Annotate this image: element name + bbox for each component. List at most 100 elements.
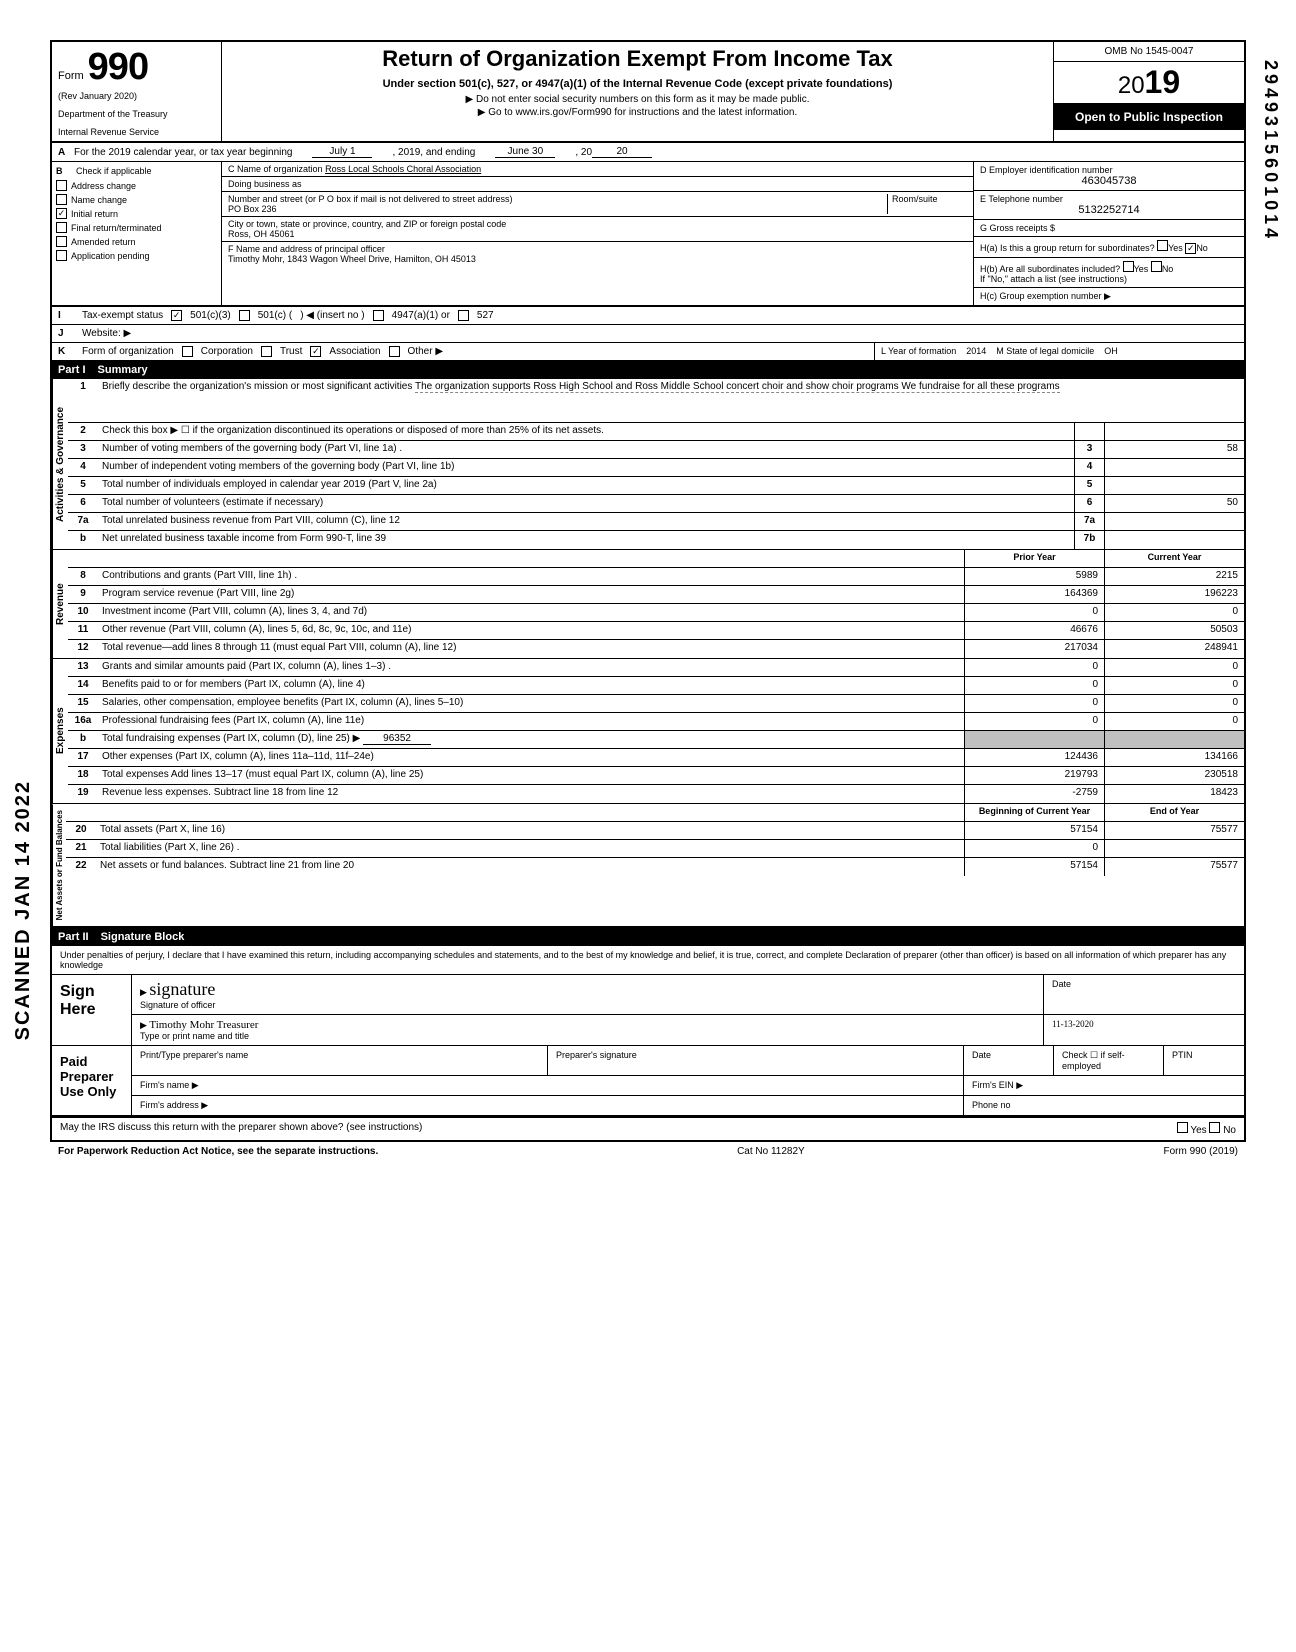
begin-year-header: Beginning of Current Year	[964, 804, 1104, 821]
chk-527[interactable]	[458, 310, 469, 321]
dba-label: Doing business as	[222, 177, 973, 192]
sign-here-label: Sign Here	[52, 975, 132, 1045]
discuss-no[interactable]	[1209, 1122, 1220, 1133]
tax-year-begin: July 1	[312, 146, 372, 158]
catalog-number: Cat No 11282Y	[737, 1146, 805, 1157]
expense-line: 17Other expenses (Part IX, column (A), l…	[68, 749, 1244, 767]
row-j: JWebsite: ▶	[50, 325, 1246, 343]
phone-label: Phone no	[964, 1096, 1244, 1115]
signature-block: Under penalties of perjury, I declare th…	[50, 946, 1246, 1117]
e-phone-label: E Telephone number	[980, 194, 1238, 204]
hb-yes[interactable]	[1123, 261, 1134, 272]
chk-501c3[interactable]: ✓	[171, 310, 182, 321]
current-year-header: Current Year	[1104, 550, 1244, 567]
form-number: 990	[88, 46, 148, 89]
firm-addr-label: Firm's address ▶	[132, 1096, 964, 1115]
g-gross-receipts: G Gross receipts $	[974, 220, 1244, 237]
chk-initial-return[interactable]: ✓Initial return	[56, 208, 217, 219]
chk-final-return[interactable]: Final return/terminated	[56, 222, 217, 233]
ha-no[interactable]: ✓	[1185, 243, 1196, 254]
expense-line: 13Grants and similar amounts paid (Part …	[68, 659, 1244, 677]
scanned-stamp: SCANNED JAN 14 2022	[12, 780, 35, 1040]
letter-a: A	[58, 147, 74, 158]
self-employed-check: Check ☐ if self-employed	[1054, 1046, 1164, 1075]
chk-address-change[interactable]: Address change	[56, 180, 217, 191]
mission-label: Briefly describe the organization's miss…	[102, 381, 412, 392]
preparer-date-label: Date	[964, 1046, 1054, 1075]
year-prefix: 20	[1118, 72, 1145, 99]
revenue-line: 8Contributions and grants (Part VIII, li…	[68, 568, 1244, 586]
f-officer-value: Timothy Mohr, 1843 Wagon Wheel Drive, Ha…	[228, 254, 967, 264]
signature-date: 11-13-2020	[1044, 1015, 1244, 1045]
preparer-sig-label: Preparer's signature	[548, 1046, 964, 1075]
row-a-mid: , 2019, and ending	[392, 147, 475, 158]
form-title: Return of Organization Exempt From Incom…	[230, 46, 1045, 72]
ha-label: H(a) Is this a group return for subordin…	[980, 243, 1155, 253]
mission-text: The organization supports Ross High Scho…	[415, 381, 1060, 393]
chk-name-change[interactable]: Name change	[56, 194, 217, 205]
summary-block: Activities & Governance 1 Briefly descri…	[50, 379, 1246, 928]
revenue-line: 10Investment income (Part VIII, column (…	[68, 604, 1244, 622]
instructions-link: ▶ Go to www.irs.gov/Form990 for instruct…	[230, 107, 1045, 118]
revenue-line: 11Other revenue (Part VIII, column (A), …	[68, 622, 1244, 640]
city-value: Ross, OH 45061	[228, 229, 967, 239]
room-suite-label: Room/suite	[887, 194, 967, 214]
net-assets-line: 21Total liabilities (Part X, line 26) .0	[66, 840, 1244, 858]
f-officer-label: F Name and address of principal officer	[228, 244, 967, 254]
gov-line: 3Number of voting members of the governi…	[68, 441, 1244, 459]
firm-name-label: Firm's name ▶	[132, 1076, 964, 1095]
expense-line: 18Total expenses Add lines 13–17 (must e…	[68, 767, 1244, 785]
ssn-warning: ▶ Do not enter social security numbers o…	[230, 94, 1045, 105]
h-note: If "No," attach a list (see instructions…	[980, 274, 1238, 284]
hb-no[interactable]	[1151, 261, 1162, 272]
expense-line: 19Revenue less expenses. Subtract line 1…	[68, 785, 1244, 803]
irs-label: Internal Revenue Service	[58, 127, 215, 137]
year-formation: 2014	[966, 346, 986, 357]
net-assets-label: Net Assets or Fund Balances	[52, 804, 66, 926]
street-value: PO Box 236	[228, 204, 887, 214]
chk-501c[interactable]	[239, 310, 250, 321]
end-year-header: End of Year	[1104, 804, 1244, 821]
open-public-badge: Open to Public Inspection	[1054, 104, 1244, 130]
gov-line: 2Check this box ▶ ☐ if the organization …	[68, 423, 1244, 441]
form-label: Form	[58, 70, 84, 82]
street-label: Number and street (or P O box if mail is…	[228, 194, 887, 204]
chk-corp[interactable]	[182, 346, 193, 357]
part-2-header: Part II Signature Block	[50, 928, 1246, 946]
gov-line: 7aTotal unrelated business revenue from …	[68, 513, 1244, 531]
form-header: Form 990 (Rev January 2020) Department o…	[50, 40, 1246, 143]
chk-4947[interactable]	[373, 310, 384, 321]
d-ein-value: 463045738	[980, 175, 1238, 187]
firm-ein-label: Firm's EIN ▶	[964, 1076, 1244, 1095]
expense-line: 14Benefits paid to or for members (Part …	[68, 677, 1244, 695]
d-ein-label: D Employer identification number	[980, 165, 1238, 175]
gov-line: 5Total number of individuals employed in…	[68, 477, 1244, 495]
chk-amended-return[interactable]: Amended return	[56, 236, 217, 247]
row-i: I Tax-exempt status ✓501(c)(3) 501(c) ()…	[50, 307, 1246, 325]
c-name-label: C Name of organization	[228, 164, 323, 174]
revenue-line: 9Program service revenue (Part VIII, lin…	[68, 586, 1244, 604]
preparer-name-label: Print/Type preparer's name	[132, 1046, 548, 1075]
letter-b: B	[56, 166, 72, 176]
discuss-yes[interactable]	[1177, 1122, 1188, 1133]
form-revision: (Rev January 2020)	[58, 91, 215, 101]
ha-yes[interactable]	[1157, 240, 1168, 251]
chk-assoc[interactable]: ✓	[310, 346, 321, 357]
officer-name-title: Timothy Mohr Treasurer	[149, 1019, 258, 1031]
expense-line: 16aProfessional fundraising fees (Part I…	[68, 713, 1244, 731]
expenses-label: Expenses	[52, 659, 68, 803]
governance-label: Activities & Governance	[52, 379, 68, 549]
e-phone-value: 5132252714	[980, 204, 1238, 216]
form-footer: Form 990 (2019)	[1164, 1146, 1238, 1157]
paperwork-notice: For Paperwork Reduction Act Notice, see …	[58, 1146, 378, 1157]
tax-year-end-month: June 30	[495, 146, 555, 158]
hb-label: H(b) Are all subordinates included?	[980, 264, 1120, 274]
tax-year-end-year: 20	[592, 146, 652, 158]
chk-application-pending[interactable]: Application pending	[56, 250, 217, 261]
org-name: Ross Local Schools Choral Association	[325, 164, 481, 174]
chk-other[interactable]	[389, 346, 400, 357]
vertical-barcode-number: 2949315601014	[1260, 60, 1281, 242]
chk-trust[interactable]	[261, 346, 272, 357]
omb-number: OMB No 1545-0047	[1054, 42, 1244, 62]
check-applicable-label: Check if applicable	[76, 166, 152, 176]
